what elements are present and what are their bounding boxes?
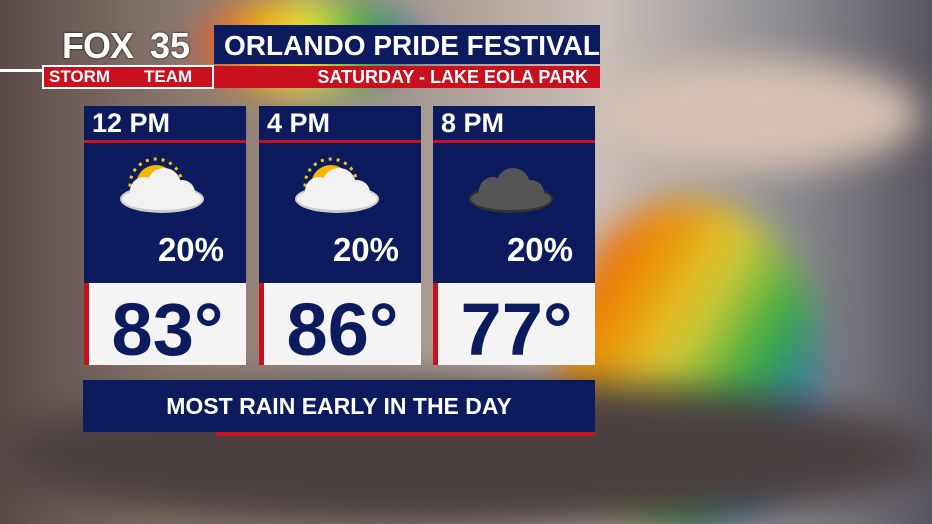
- icon-wrap: [287, 155, 387, 230]
- logo-station: FOX: [62, 25, 134, 66]
- temperature-box: 83°: [84, 283, 246, 371]
- time: 8 PM: [441, 108, 505, 138]
- weather-icon: [120, 157, 204, 213]
- temperature: 83°: [111, 288, 224, 371]
- conditions: 20%: [84, 143, 246, 283]
- icon-wrap: [112, 155, 212, 230]
- team-left: STORM: [49, 67, 111, 86]
- time-header: 8 PM: [433, 106, 595, 143]
- temperature: 86°: [286, 288, 399, 371]
- weather-icon: [469, 168, 553, 213]
- rain-chance: 20%: [506, 231, 573, 268]
- time-header: 12 PM: [84, 106, 246, 143]
- forecast-panel: 12 PM 20% 83°: [84, 106, 246, 371]
- conditions: 20%: [259, 143, 421, 283]
- forecast-panel: 4 PM 20% 86°: [259, 106, 421, 371]
- temperature-box: 77°: [433, 283, 595, 371]
- footer-bar: MOST RAIN EARLY IN THE DAY: [83, 380, 595, 432]
- storm-team-bar: STORM TEAM: [42, 65, 214, 89]
- subtitle-bar: SATURDAY - LAKE EOLA PARK: [214, 66, 600, 88]
- footer-text: MOST RAIN EARLY IN THE DAY: [166, 393, 512, 419]
- arms-background: [600, 60, 920, 170]
- temperature-box: 86°: [259, 283, 421, 371]
- subtitle: SATURDAY - LAKE EOLA PARK: [317, 67, 588, 87]
- conditions: 20%: [433, 143, 595, 283]
- footer-accent: [216, 432, 595, 436]
- time: 12 PM: [92, 108, 171, 138]
- weather-icon: [295, 157, 379, 213]
- logo-line: [0, 69, 44, 72]
- forecast-panel: 8 PM 20% 77°: [433, 106, 595, 371]
- temperature: 77°: [460, 288, 573, 371]
- title-bar: ORLANDO PRIDE FESTIVAL: [214, 25, 600, 64]
- logo: FOX 35: [60, 25, 202, 66]
- rain-chance: 20%: [157, 231, 224, 268]
- icon-wrap: [461, 155, 561, 230]
- time-header: 4 PM: [259, 106, 421, 143]
- time: 4 PM: [267, 108, 331, 138]
- team-right: TEAM: [144, 67, 193, 86]
- rain-chance: 20%: [332, 231, 399, 268]
- logo-channel: 35: [150, 25, 191, 66]
- title: ORLANDO PRIDE FESTIVAL: [224, 30, 600, 61]
